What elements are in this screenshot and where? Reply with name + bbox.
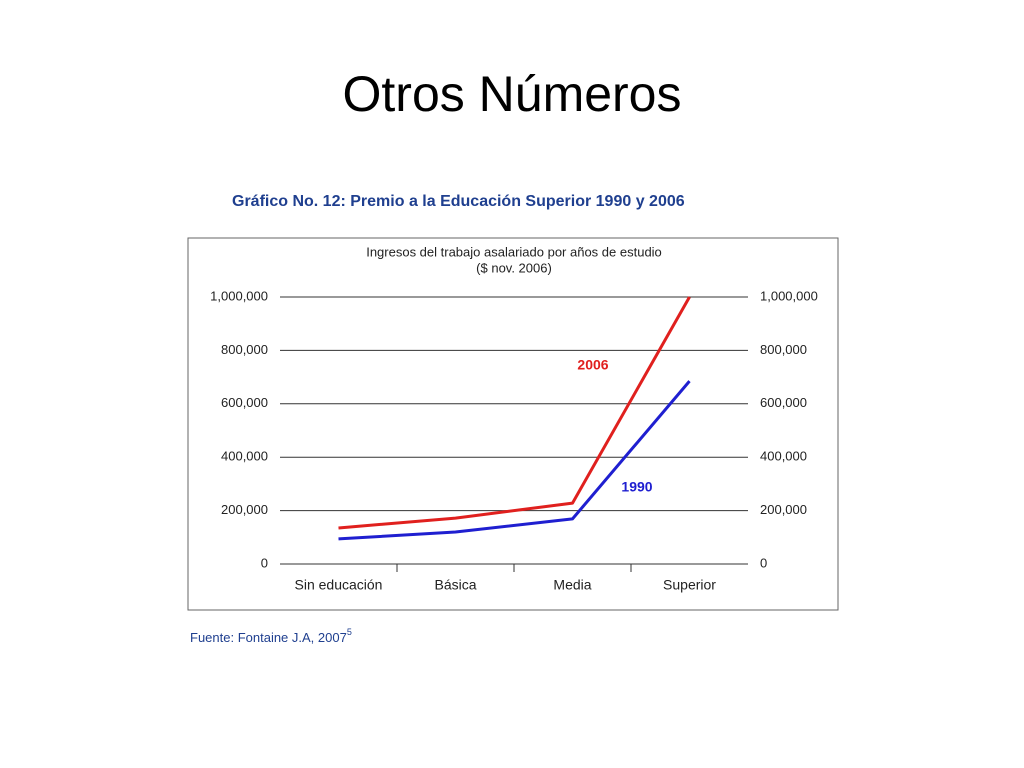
y-tick-label: 0 — [261, 555, 268, 570]
chart-subtitle: ($ nov. 2006) — [476, 260, 552, 275]
y-tick-label: 400,000 — [221, 449, 268, 464]
x-tick-label: Básica — [434, 577, 476, 593]
y-tick-label: 800,000 — [221, 342, 268, 357]
series-label: 1990 — [621, 479, 652, 495]
series-line — [338, 380, 691, 541]
y2-tick-label: 400,000 — [760, 449, 807, 464]
y2-tick-label: 1,000,000 — [760, 288, 818, 303]
y2-tick-label: 600,000 — [760, 395, 807, 410]
source-superscript: 5 — [347, 627, 352, 637]
chart-subtitle: Ingresos del trabajo asalariado por años… — [366, 244, 662, 259]
y2-tick-label: 0 — [760, 555, 767, 570]
slide-title: Otros Números — [343, 66, 682, 122]
y-tick-label: 600,000 — [221, 395, 268, 410]
chart-title: Gráfico No. 12: Premio a la Educación Su… — [232, 193, 685, 210]
y2-tick-label: 800,000 — [760, 342, 807, 357]
source-text: Fuente: Fontaine J.A, 2007 — [190, 630, 347, 645]
y2-tick-label: 200,000 — [760, 502, 807, 517]
x-tick-label: Sin educación — [295, 577, 383, 593]
y-tick-label: 1,000,000 — [210, 288, 268, 303]
source: Fuente: Fontaine J.A, 20075 — [190, 627, 352, 645]
series-line — [338, 296, 691, 530]
series-label: 2006 — [577, 357, 608, 373]
y-tick-label: 200,000 — [221, 502, 268, 517]
x-tick-label: Superior — [663, 577, 716, 593]
x-tick-label: Media — [553, 577, 591, 593]
chart-frame — [187, 237, 839, 611]
